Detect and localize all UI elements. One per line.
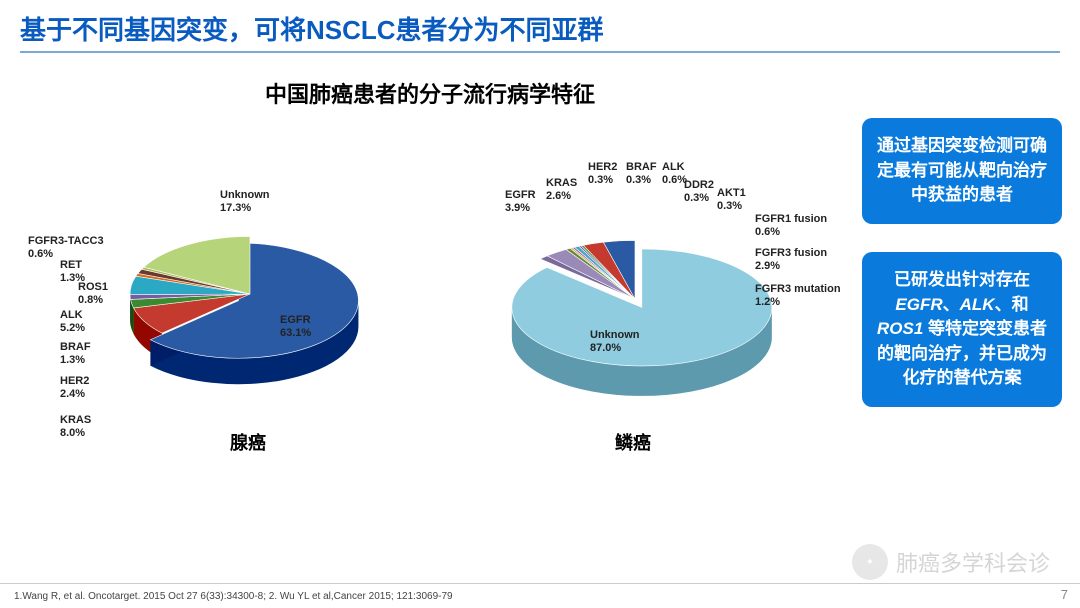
slice-label: ROS10.8% [78, 281, 108, 306]
slice-label: EGFR3.9% [505, 189, 536, 214]
slice-label: FGFR3 mutation1.2% [755, 283, 841, 308]
title-bar: 基于不同基因突变，可将NSCLC患者分为不同亚群 [0, 0, 1080, 57]
pie-chart-left: EGFR63.1% KRAS8.0% HER22.4% BRAF1.3% ALK5.2%… [20, 119, 440, 459]
citation: 1.Wang R, et al. Oncotarget. 2015 Oct 27… [14, 591, 453, 602]
page-title: 基于不同基因突变，可将NSCLC患者分为不同亚群 [20, 10, 1060, 47]
watermark-text: 肺癌多学科会诊 [896, 546, 1050, 578]
info-card-2: 已研发出针对存在EGFR、ALK、和ROS1 等特定突变患者的靶向治疗，并已成为… [862, 252, 1062, 407]
title-underline [20, 51, 1060, 53]
slice-label: FGFR3 fusion2.9% [755, 247, 827, 272]
slice-label: FGFR1 fusion0.6% [755, 213, 827, 238]
slice-label: BRAF0.3% [626, 161, 657, 186]
slice-label: FGFR3-TACC30.6% [28, 235, 104, 260]
slice-label: RET1.3% [60, 259, 85, 284]
page-number: 7 [1061, 587, 1068, 602]
wechat-icon: ✦ [852, 544, 888, 580]
slice-label: ALK0.6% [662, 161, 687, 186]
citation-divider [0, 583, 1080, 584]
slice-label: KRAS8.0% [60, 414, 91, 439]
slice-label: ALK5.2% [60, 309, 85, 334]
slice-label: BRAF1.3% [60, 341, 91, 366]
chart-caption: 腺癌 [230, 429, 266, 455]
slice-label: Unknown17.3% [220, 189, 270, 214]
slice-label: KRAS2.6% [546, 177, 577, 202]
chart-caption: 鳞癌 [615, 429, 651, 455]
info-card-1: 通过基因突变检测可确定最有可能从靶向治疗中获益的患者 [862, 118, 1062, 224]
pie-chart-right: Unknown87.0% FGFR3 mutation1.2% FGFR3 fusi… [430, 119, 850, 459]
slice-label: AKT10.3% [717, 187, 746, 212]
side-cards: 通过基因突变检测可确定最有可能从靶向治疗中获益的患者 已研发出针对存在EGFR、… [862, 118, 1062, 407]
slice-label: Unknown87.0% [590, 329, 640, 354]
slice-label: EGFR63.1% [280, 314, 311, 339]
chart-title: 中国肺癌患者的分子流行病学特征 [0, 77, 1080, 109]
watermark: ✦ 肺癌多学科会诊 [852, 544, 1050, 580]
slice-label: HER20.3% [588, 161, 617, 186]
slice-label: DDR20.3% [684, 179, 714, 204]
slice-label: HER22.4% [60, 375, 89, 400]
